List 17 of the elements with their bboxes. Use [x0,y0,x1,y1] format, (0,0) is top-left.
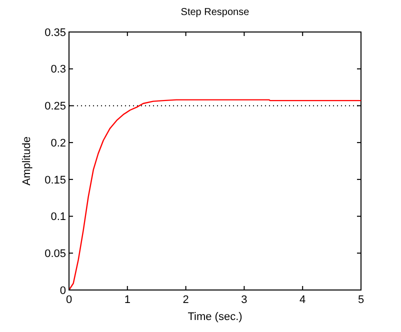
x-tick-label: 3 [241,294,248,306]
y-tick-label: 0.15 [44,174,66,186]
y-tick-label: 0.25 [44,100,66,113]
x-tick-label: 5 [358,294,364,306]
x-tick-label: 2 [182,294,189,306]
y-tick-label: 0 [60,284,66,297]
y-tick-label: 0.2 [50,137,66,150]
y-tick-label: 0.3 [50,64,66,76]
y-axis-title: Amplitude [21,136,33,186]
x-axis-title: Time (sec.) [188,311,242,323]
y-tick-label: 0.05 [44,248,66,260]
y-tick-label: 0.35 [44,26,66,39]
chart-title: Step Response [180,7,250,18]
line-series [68,99,362,291]
x-tick-label: 4 [300,294,306,306]
y-tick-label: 0.1 [50,211,66,224]
x-tick-label: 1 [124,294,130,306]
